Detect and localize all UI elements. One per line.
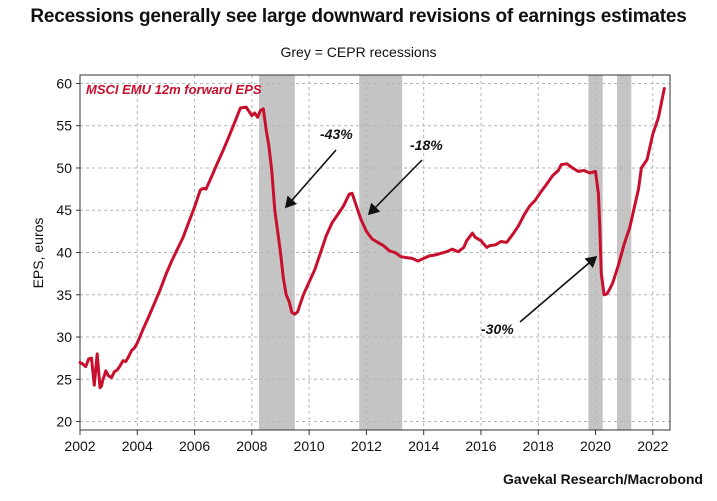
x-tick-label: 2022 [637,438,668,454]
chart-subtitle: Grey = CEPR recessions [280,44,437,60]
y-tick-label: 50 [56,160,72,176]
x-tick-label: 2014 [408,438,439,454]
annotation-arrow [519,255,598,323]
x-tick-label: 2016 [465,438,496,454]
annotation-label: -43% [320,126,353,142]
recession-band-2 [588,75,603,430]
y-tick-label: 30 [56,329,72,345]
annotation-arrow [284,149,337,209]
x-tick-label: 2018 [523,438,554,454]
x-tick-label: 2006 [179,438,210,454]
y-tick-label: 25 [56,371,72,387]
y-tick-label: 20 [56,414,72,430]
y-tick-label: 60 [56,75,72,91]
x-tick-label: 2020 [580,438,611,454]
x-tick-label: 2008 [236,438,267,454]
source-credit: Gavekal Research/Macrobond [503,471,703,487]
y-tick-label: 40 [56,245,72,261]
y-tick-label: 45 [56,202,72,218]
y-tick-label: 55 [56,118,72,134]
annotation-label: -30% [481,321,514,337]
annotation-label: -18% [410,137,443,153]
x-tick-label: 2012 [351,438,382,454]
y-tick-label: 35 [56,287,72,303]
y-axis-label: EPS, euros [30,218,46,289]
legend-series-label: MSCI EMU 12m forward EPS [86,82,262,97]
chart-title: Recessions generally see large downward … [30,6,687,27]
x-tick-label: 2004 [122,438,153,454]
recession-band-3 [617,75,632,430]
x-tick-label: 2010 [294,438,325,454]
annotation-arrow [367,159,423,216]
series-line [78,87,666,390]
x-tick-label: 2002 [64,438,95,454]
recession-band-0 [259,75,295,430]
